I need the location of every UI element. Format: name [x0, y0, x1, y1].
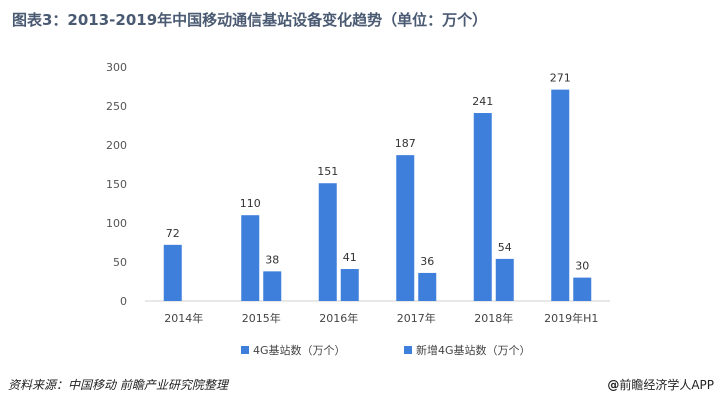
y-tick-label: 150 — [106, 178, 127, 191]
bar-series-2 — [495, 258, 514, 301]
x-tick-label: 2017年 — [397, 311, 436, 325]
x-tick-label: 2019年H1 — [544, 311, 598, 325]
data-label: 151 — [317, 165, 338, 178]
x-tick-label: 2016年 — [319, 311, 358, 325]
bar-series-1 — [473, 113, 492, 302]
y-tick-label: 300 — [106, 61, 127, 74]
source-note: 资料来源：中国移动 前瞻产业研究院整理 — [8, 378, 228, 392]
bar-series-1 — [318, 183, 337, 301]
data-label: 30 — [575, 260, 589, 273]
x-tick-label: 2018年 — [474, 311, 513, 325]
legend-label-2: 新增4G基站数（万个） — [416, 343, 531, 357]
data-label: 54 — [498, 241, 512, 254]
y-tick-label: 250 — [106, 100, 127, 113]
data-label: 271 — [550, 72, 571, 85]
bar-series-2 — [573, 277, 592, 301]
x-axis: 2014年 2015年 2016年 2017年 2018年 2019年H1 — [164, 311, 598, 325]
bars: 72 110 38 151 41 187 36 241 54 271 30 — [163, 72, 592, 302]
data-label: 110 — [240, 197, 261, 210]
y-axis: 0 50 100 150 200 250 300 — [106, 61, 127, 308]
data-label: 38 — [265, 253, 279, 266]
x-tick-label: 2015年 — [242, 311, 281, 325]
bar-series-1 — [396, 155, 415, 301]
data-label: 36 — [420, 255, 434, 268]
data-label: 72 — [166, 227, 180, 240]
y-tick-label: 200 — [106, 139, 127, 152]
brand-label: @前瞻经济学人APP — [607, 376, 714, 393]
data-label: 187 — [395, 137, 416, 150]
legend-label-1: 4G基站数（万个） — [253, 343, 346, 357]
y-tick-label: 50 — [113, 256, 127, 269]
y-tick-label: 100 — [106, 217, 127, 230]
bar-chart: 0 50 100 150 200 250 300 72 110 38 151 41 187 36 241 5… — [106, 61, 610, 357]
bar-series-1 — [241, 215, 260, 301]
bar-series-2 — [340, 269, 359, 301]
legend-swatch-1 — [241, 346, 249, 354]
brand-name: 前瞻经济学人APP — [619, 378, 714, 392]
bar-series-1 — [551, 89, 570, 302]
bar-series-2 — [418, 272, 437, 301]
bar-series-1 — [163, 244, 182, 301]
legend: 4G基站数（万个） 新增4G基站数（万个） — [241, 343, 531, 357]
chart-title: 图表3：2013-2019年中国移动通信基站设备变化趋势（单位：万个） — [12, 11, 488, 29]
data-label: 41 — [343, 251, 357, 264]
at-icon: @ — [607, 378, 620, 392]
data-label: 241 — [472, 95, 493, 108]
x-tick-label: 2014年 — [164, 311, 203, 325]
bar-series-2 — [263, 271, 282, 301]
y-tick-label: 0 — [120, 295, 127, 308]
legend-swatch-2 — [404, 346, 412, 354]
